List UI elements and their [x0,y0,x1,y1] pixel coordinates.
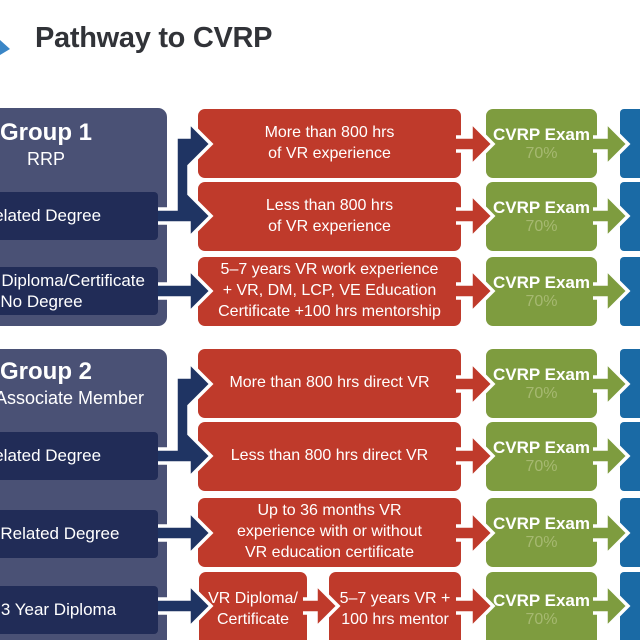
final-step-row6 [620,498,640,567]
group-1-title: Group 1 [0,119,92,146]
exam-row3: CVRP Exam 70% [486,257,597,326]
credential-diploma-no-degree: Related Diploma/Certificate No Degree [0,267,158,315]
group-2-subtitle: GSS, Associate Member [0,388,145,409]
requirement-row2: Less than 800 hrs of VR experience [198,182,461,251]
exam-label: CVRP Exam [492,364,590,384]
exam-pass-mark: 70% [525,457,558,475]
requirement-row7-step1: VR Diploma/ Certificate [199,572,307,640]
requirement-row1: More than 800 hrs of VR experience [198,109,461,178]
exam-row7: CVRP Exam 70% [486,572,597,640]
vra-logo-fragment-icon [0,40,10,55]
group-1-header: Group 1 RRP [0,108,167,170]
exam-label: CVRP Exam [492,591,590,610]
requirement-row4: More than 800 hrs direct VR [198,349,461,418]
exam-pass-mark: 70% [525,611,558,628]
group-2-header: Group 2 GSS, Associate Member [0,349,167,409]
exam-row5: CVRP Exam 70% [486,422,597,491]
final-step-row4 [620,349,640,418]
exam-label: CVRP Exam [492,124,590,144]
credential-related-degree-g1: Related Degree [0,192,158,240]
page-title: Pathway to CVRP [35,22,273,54]
exam-pass-mark: 70% [525,384,558,402]
requirement-row7-step2: 5–7 years VR + 100 hrs mentor [329,572,461,640]
requirement-row3: 5–7 years VR work experience + VR, DM, L… [198,257,461,326]
exam-row2: CVRP Exam 70% [486,182,597,251]
final-step-row2 [620,182,640,251]
exam-label: CVRP Exam [492,513,590,533]
exam-pass-mark: 70% [525,533,558,551]
credential-related-degree-g2: Related Degree [0,432,158,480]
exam-label: CVRP Exam [492,272,590,292]
final-step-row7 [620,572,640,640]
exam-row1: CVRP Exam 70% [486,109,597,178]
exam-label: CVRP Exam [492,197,590,217]
requirement-row6: Up to 36 months VR experience with or wi… [198,498,461,567]
requirement-row5: Less than 800 hrs direct VR [198,422,461,491]
group-1-subtitle: RRP [26,149,65,170]
group-2-title: Group 2 [0,358,92,385]
final-step-row1 [620,109,640,178]
exam-pass-mark: 70% [525,292,558,310]
final-step-row3 [620,257,640,326]
exam-pass-mark: 70% [525,144,558,162]
credential-non-related-degree: Non-Related Degree [0,510,158,558]
exam-row6: CVRP Exam 70% [486,498,597,567]
exam-pass-mark: 70% [525,217,558,235]
credential-2-3-year-diploma: 2 or 3 Year Diploma [0,586,158,634]
exam-row4: CVRP Exam 70% [486,349,597,418]
exam-label: CVRP Exam [492,437,590,457]
final-step-row5 [620,422,640,491]
